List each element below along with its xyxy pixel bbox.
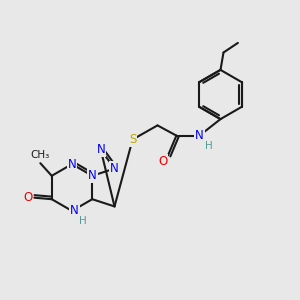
Text: N: N [110,162,119,175]
Text: S: S [129,133,136,146]
Text: CH₃: CH₃ [31,150,50,160]
Text: H: H [205,141,212,152]
Text: N: N [88,169,97,182]
Text: N: N [195,129,204,142]
Text: O: O [158,155,167,168]
Text: N: N [96,143,105,156]
Text: N: N [68,158,76,171]
Text: N: N [70,204,79,218]
Text: O: O [23,191,32,204]
Text: H: H [79,215,86,226]
